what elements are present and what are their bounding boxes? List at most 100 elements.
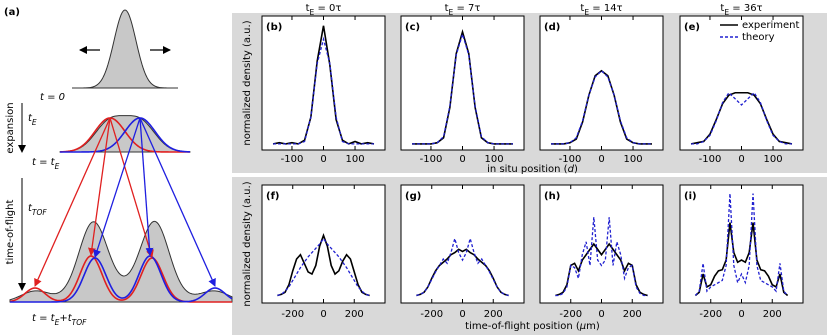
x-tick-label: 0 [738,154,744,165]
x-tick-label: 100 [623,154,642,165]
schematic-curve [9,255,232,303]
text-part: E [32,118,37,127]
y-axis-label: normalized density (a.u.) [242,181,253,306]
series-line [416,236,509,297]
text-part: t [580,3,584,14]
text-part: E [310,8,315,17]
plot-area [539,184,664,304]
panel-label: (g) [405,191,421,202]
series-line [277,233,370,297]
x-tick-label: -200 [699,309,722,320]
text-part: E [584,8,589,17]
x-tick-label: 0 [598,309,604,320]
schematic-curve [59,115,191,153]
text-part: t [28,113,33,124]
text-part: m) [586,321,600,332]
text-part: t = t [32,157,56,168]
time-label: t = 0 [40,92,65,103]
panel-label: (c) [405,22,420,33]
text-part: +t [59,313,72,324]
text-part: = 0τ [314,3,341,14]
series-line [691,91,792,145]
x-tick-label: 200 [484,309,503,320]
series-line [694,193,789,296]
text-part: t [720,3,724,14]
panel-label: (i) [684,191,697,202]
schematic-curve [60,117,191,153]
x-tick-label: -100 [420,154,443,165]
text-part: E [449,8,454,17]
series-line [277,237,370,297]
stage-label: expansion [5,102,16,153]
panel-label: (h) [544,191,560,202]
text-part: t [306,3,310,14]
y-axis-label: normalized density (a.u.) [242,20,253,145]
text-part: = 14τ [589,3,622,14]
text-part: μ [579,321,586,332]
text-part: = 7τ [453,3,480,14]
x-tick-label: 100 [345,154,364,165]
text-part: = 36τ [729,3,762,14]
trajectory [139,117,216,287]
text-part: in situ position ( [487,164,568,175]
text-part: t [28,203,33,214]
schematic-curve [9,220,233,303]
panel-label: (f) [266,191,280,202]
text-part: t [445,3,449,14]
panel-label: (d) [544,22,560,33]
text-part: time-of-flight position ( [465,321,580,332]
x-tick-label: 200 [763,309,782,320]
x-tick-label: -100 [281,154,304,165]
time-label: t = tE [32,157,60,171]
series-line [272,25,375,145]
x-tick-label: -100 [559,154,582,165]
plot-area [261,15,386,151]
text-part: t = t [32,313,56,324]
schematic-curve [72,9,178,89]
text-part: E [55,162,60,171]
time-label: tTOF [28,203,47,217]
plot-area [400,184,525,304]
trajectory [109,117,154,258]
x-tick-label: -200 [281,309,304,320]
series-line [412,32,513,145]
x-tick-label: 0 [598,154,604,165]
x-tick-label: 0 [320,309,326,320]
column-header: tE = 7τ [445,3,481,17]
series-line [416,248,509,297]
x-axis-label: time-of-flight position (μm) [465,321,600,332]
column-header: tE = 14τ [580,3,622,17]
x-tick-label: 0 [320,154,326,165]
series-line [273,36,374,145]
text-part: d [568,164,575,175]
x-tick-label: -200 [420,309,443,320]
plot-area [400,15,525,151]
x-tick-label: -100 [699,154,722,165]
x-tick-label: 0 [459,309,465,320]
panel-label: (e) [684,22,700,33]
column-header: tE = 0τ [306,3,342,17]
series-line [551,69,652,145]
trajectory [34,117,111,287]
text-part: E [724,8,729,17]
plot-area [539,15,664,151]
panel-label: (a) [4,7,20,18]
text-part: TOF [32,208,47,217]
x-tick-label: 0 [459,154,465,165]
time-label: t = tE+tTOF [32,313,87,327]
trajectory [87,117,111,256]
panel-label: (b) [266,22,282,33]
series-line [694,222,789,297]
trajectory [139,117,154,256]
schematic: (a) t = 0 expansion time-of-flight tEt =… [4,7,233,327]
column-header: tE = 36τ [720,3,762,17]
plot-area [261,184,386,304]
text-part: ) [574,164,578,175]
stage-label: time-of-flight [5,200,16,265]
time-label: tE [28,113,37,127]
x-tick-label: -200 [559,309,582,320]
x-tick-label: 0 [738,309,744,320]
schematic-curve [10,255,233,303]
plot-area [679,184,804,304]
